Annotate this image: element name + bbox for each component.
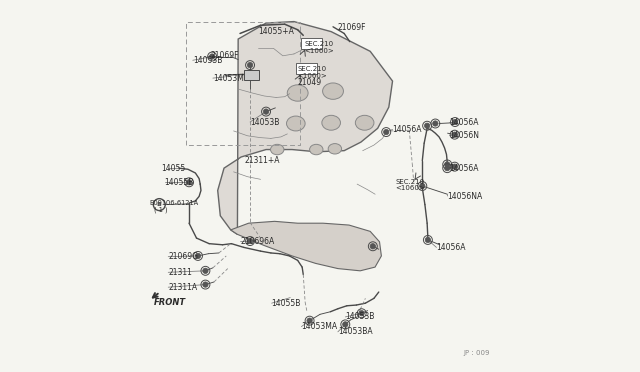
- Circle shape: [359, 311, 364, 316]
- FancyBboxPatch shape: [244, 70, 259, 80]
- Ellipse shape: [355, 115, 374, 130]
- Text: 21311A: 21311A: [168, 283, 197, 292]
- Text: ( 1 ): ( 1 ): [154, 207, 168, 214]
- Text: B09106-6121A: B09106-6121A: [149, 201, 198, 206]
- Text: 14055B: 14055B: [271, 299, 301, 308]
- Circle shape: [425, 237, 431, 243]
- Ellipse shape: [287, 116, 305, 131]
- Ellipse shape: [310, 144, 323, 155]
- Text: 21069F: 21069F: [338, 23, 366, 32]
- Circle shape: [445, 166, 450, 171]
- Text: 21311: 21311: [168, 268, 192, 277]
- Text: B: B: [157, 202, 162, 207]
- Circle shape: [264, 109, 269, 114]
- Text: SEC.210: SEC.210: [305, 41, 333, 47]
- Text: 14055: 14055: [161, 164, 185, 173]
- Text: JP : 009: JP : 009: [463, 350, 490, 356]
- Text: 14056NA: 14056NA: [447, 192, 483, 201]
- Circle shape: [452, 119, 458, 125]
- FancyBboxPatch shape: [301, 38, 322, 49]
- FancyBboxPatch shape: [296, 63, 317, 74]
- Circle shape: [452, 164, 458, 169]
- Text: FRONT: FRONT: [154, 298, 186, 307]
- Circle shape: [186, 180, 192, 185]
- Circle shape: [370, 244, 376, 249]
- Circle shape: [383, 129, 389, 135]
- Text: 14056A: 14056A: [449, 164, 479, 173]
- Text: 21069G: 21069G: [168, 252, 198, 261]
- Text: 210696A: 210696A: [240, 237, 275, 246]
- Text: 14053B: 14053B: [346, 312, 374, 321]
- Circle shape: [445, 162, 450, 167]
- Polygon shape: [231, 221, 381, 271]
- Text: 14056N: 14056N: [449, 131, 479, 140]
- Text: 14056A: 14056A: [436, 243, 466, 252]
- Circle shape: [209, 54, 215, 59]
- Text: 14053M: 14053M: [213, 74, 244, 83]
- Text: 21311+A: 21311+A: [245, 156, 280, 165]
- Circle shape: [203, 282, 208, 287]
- Ellipse shape: [328, 144, 342, 154]
- Text: 21049: 21049: [298, 78, 322, 87]
- Circle shape: [248, 238, 253, 244]
- Ellipse shape: [287, 85, 308, 101]
- Text: 14056A: 14056A: [392, 125, 422, 134]
- Circle shape: [433, 121, 438, 126]
- Polygon shape: [218, 22, 392, 234]
- Circle shape: [452, 132, 458, 137]
- Text: SEC.210: SEC.210: [298, 66, 327, 72]
- Text: 14053B: 14053B: [193, 56, 222, 65]
- Text: 14055B: 14055B: [164, 178, 194, 187]
- Circle shape: [248, 62, 253, 68]
- Text: 14053BA: 14053BA: [338, 327, 372, 336]
- Text: 14053MA: 14053MA: [301, 322, 337, 331]
- Ellipse shape: [323, 83, 344, 99]
- Circle shape: [424, 123, 430, 128]
- Circle shape: [195, 253, 201, 259]
- Text: 14056A: 14056A: [449, 118, 479, 126]
- Circle shape: [342, 322, 348, 327]
- Ellipse shape: [322, 115, 340, 130]
- Text: <1060>: <1060>: [298, 73, 328, 78]
- Text: <1060>: <1060>: [305, 48, 334, 54]
- Text: <1060>: <1060>: [396, 185, 425, 191]
- Text: 21069F: 21069F: [211, 51, 239, 60]
- Circle shape: [307, 318, 312, 323]
- Text: 14053B: 14053B: [250, 118, 280, 126]
- Ellipse shape: [271, 144, 284, 155]
- Text: 14055+A: 14055+A: [259, 27, 294, 36]
- Circle shape: [203, 268, 208, 273]
- Text: SEC.210: SEC.210: [396, 179, 425, 185]
- Circle shape: [420, 183, 425, 189]
